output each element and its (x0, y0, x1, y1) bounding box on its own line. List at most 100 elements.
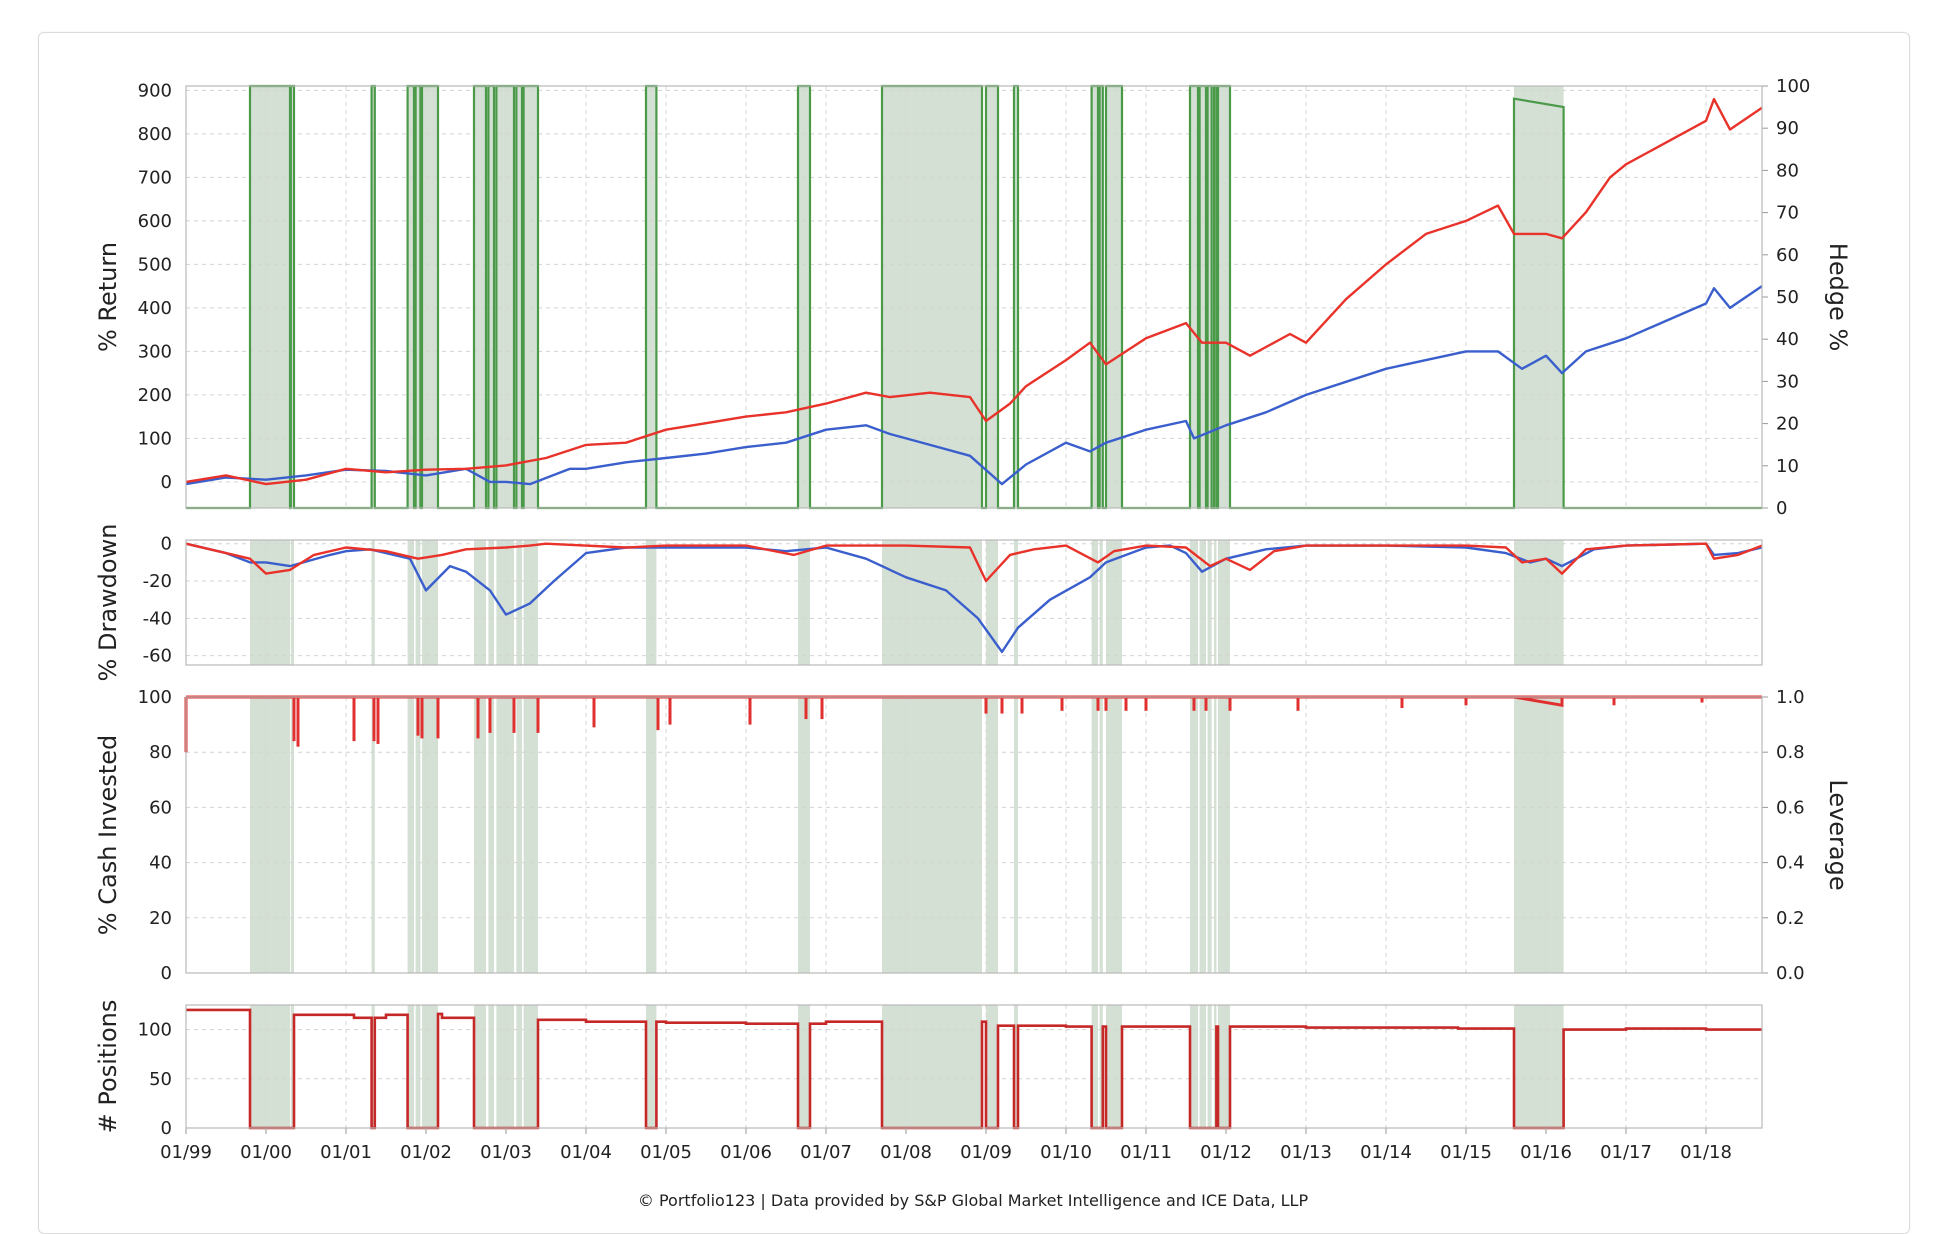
y-tick-label: 0 (161, 963, 172, 984)
hedge-band (986, 1005, 998, 1128)
y2-tick-label: 0 (1776, 498, 1787, 519)
hedge-band (488, 540, 494, 665)
hedge-band (1014, 1005, 1018, 1128)
hedge-band (496, 540, 514, 665)
hedge-band (1190, 86, 1198, 508)
hedge-band (1514, 86, 1564, 508)
hedge-band (488, 1005, 494, 1128)
hedge-band (422, 1005, 438, 1128)
y-tick-label: 0 (161, 1118, 172, 1139)
hedge-band (1514, 1005, 1564, 1128)
x-tick-label: 01/01 (320, 1142, 372, 1163)
y-tick-label: 100 (138, 1020, 172, 1041)
hedge-band (1190, 1005, 1198, 1128)
panel-1: 0 100 200 300 400 500 600 700 800 900 0 10 20 30 40 50 6… (94, 76, 1852, 519)
panel-frame (185, 696, 1763, 974)
hedge-band (1207, 697, 1212, 973)
hedge-band (422, 540, 438, 665)
hedge-band (1207, 86, 1212, 508)
y2-axis-title: Leverage (1824, 779, 1852, 890)
hedge-band (290, 1005, 294, 1128)
x-tick-label: 01/14 (1360, 1142, 1412, 1163)
y-tick-label: 60 (149, 797, 172, 818)
hedge-band (1099, 86, 1103, 508)
hedge-band (798, 86, 810, 508)
hedge-band (371, 86, 375, 508)
hedge-band (474, 697, 486, 973)
hedge-band (646, 540, 657, 665)
hedge-band (523, 86, 538, 508)
hedge-band (1099, 540, 1103, 665)
y-tick-label: 500 (138, 254, 172, 275)
hedge-band (882, 540, 982, 665)
hedge-band (516, 697, 522, 973)
y-tick-label: 0 (161, 534, 172, 555)
x-tick-label: 01/02 (400, 1142, 452, 1163)
hedge-band (523, 697, 538, 973)
hedge-band (882, 697, 982, 973)
x-tick-label: 01/05 (640, 1142, 692, 1163)
hedge-band (516, 1005, 522, 1128)
hedge-band (986, 697, 998, 973)
hedge-band (882, 86, 982, 508)
y2-tick-label: 90 (1776, 118, 1799, 139)
y-axis-title: # Positions (94, 1000, 122, 1134)
y2-tick-label: 40 (1776, 329, 1799, 350)
hedge-band (1218, 540, 1230, 665)
hedge-band (422, 86, 438, 508)
y-tick-label: 20 (149, 908, 172, 929)
y2-tick-label: 60 (1776, 245, 1799, 266)
hedge-band (646, 1005, 657, 1128)
hedge-band (1190, 540, 1198, 665)
hedge-band (798, 540, 810, 665)
y-tick-label: 100 (138, 687, 172, 708)
hedge-band (371, 540, 375, 665)
hedge-band (1218, 1005, 1230, 1128)
series-line (185, 285, 1763, 486)
hedge-band (250, 697, 290, 973)
hedge-band (646, 697, 657, 973)
hedge-band (474, 540, 486, 665)
hedge-band (1091, 86, 1098, 508)
x-tick-label: 01/03 (480, 1142, 532, 1163)
hedge-band (496, 697, 514, 973)
y2-tick-label: 10 (1776, 456, 1799, 477)
hedge-band (1218, 86, 1230, 508)
y2-tick-label: 70 (1776, 203, 1799, 224)
y2-tick-label: 0.2 (1776, 908, 1805, 929)
x-tick-label: 01/99 (160, 1142, 212, 1163)
hedge-band (1199, 86, 1206, 508)
hedge-band (1199, 697, 1206, 973)
y-tick-label: 40 (149, 853, 172, 874)
y2-tick-label: 0.0 (1776, 963, 1805, 984)
hedge-band (1014, 86, 1018, 508)
y2-tick-label: 30 (1776, 371, 1799, 392)
x-tick-label: 01/06 (720, 1142, 772, 1163)
panel-4: 0 50 100 # Positions 01/99 01/00 01/01 01/02 01/… (94, 1000, 1763, 1163)
hedge-band (1190, 697, 1198, 973)
y-tick-label: 900 (138, 80, 172, 101)
hedge-band (1106, 697, 1122, 973)
cash-dip-2016 (1513, 695, 1564, 708)
hedge-band (1214, 697, 1217, 973)
hedge-band (407, 540, 414, 665)
hedge-band (516, 86, 522, 508)
y-tick-label: 100 (138, 428, 172, 449)
y2-axis-title: Hedge % (1824, 243, 1852, 351)
y-tick-label: 400 (138, 298, 172, 319)
x-tick-label: 01/07 (800, 1142, 852, 1163)
hedge-band (250, 86, 290, 508)
hedge-band (415, 697, 421, 973)
x-tick-label: 01/09 (960, 1142, 1012, 1163)
hedge-band (415, 1005, 421, 1128)
panel-2: 0 -20 -40 -60 % Drawdown (94, 524, 1763, 682)
y-axis-title: % Drawdown (94, 524, 122, 682)
x-tick-label: 01/15 (1440, 1142, 1492, 1163)
y2-tick-label: 0.8 (1776, 742, 1805, 763)
x-tick-label: 01/12 (1200, 1142, 1252, 1163)
y2-tick-label: 80 (1776, 160, 1799, 181)
hedge-band (474, 86, 486, 508)
y2-tick-label: 1.0 (1776, 687, 1805, 708)
hedge-band (371, 1005, 375, 1128)
